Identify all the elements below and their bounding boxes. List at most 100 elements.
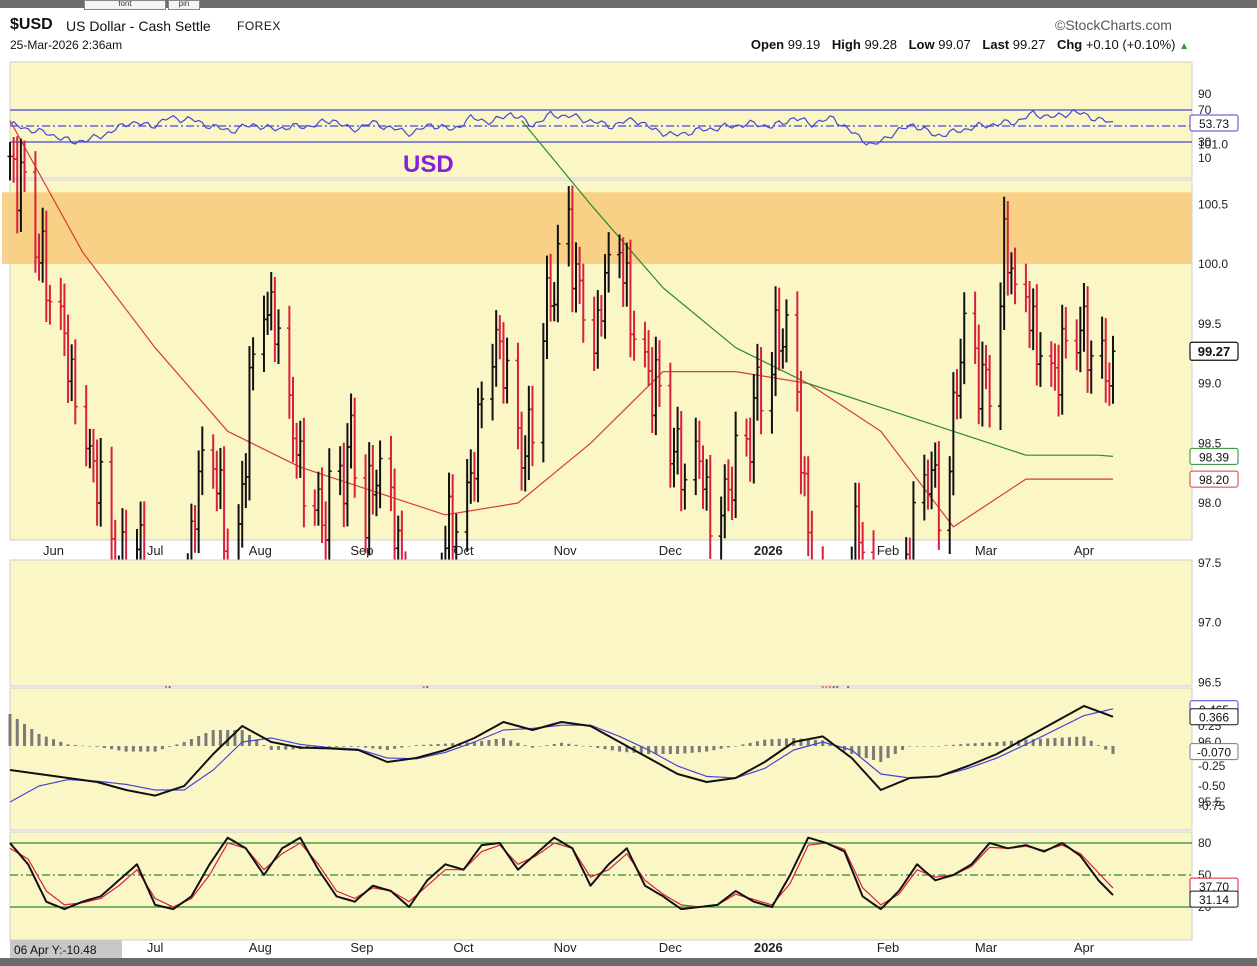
macd-hist-bar	[23, 724, 27, 746]
macd-hist-bar	[472, 742, 476, 746]
macd-hist-bar	[204, 733, 208, 746]
chg-value: +0.10 (+0.10%)	[1085, 37, 1176, 52]
macd-hist-bar	[1089, 740, 1093, 746]
macd-tick--0.25: -0.25	[1198, 759, 1226, 773]
macd-tick--0.75: -0.75	[1198, 799, 1226, 813]
macd-hist-bar	[523, 745, 527, 746]
macd-hist-bar	[777, 738, 781, 746]
macd-hist-bar	[378, 746, 382, 750]
macd-hist-bar	[901, 746, 905, 750]
macd-hist-bar	[73, 745, 77, 746]
tab-pin[interactable]: pin	[168, 0, 200, 10]
macd-hist-bar	[784, 738, 788, 746]
rsi-current-label: 53.73	[1189, 114, 1239, 132]
ma-long-label-text: 98.39	[1199, 450, 1229, 464]
price-month-label-8: Feb	[877, 543, 899, 558]
macd-hist-bar	[530, 746, 534, 748]
rsi-tick-30: 30	[1198, 135, 1212, 149]
rsi-line	[9, 108, 1114, 146]
macd-panel	[9, 687, 1193, 831]
macd-hist-bar	[879, 746, 883, 762]
macd-hist-bar	[81, 745, 85, 747]
high-label: High	[831, 37, 861, 52]
macd-hist-bar	[705, 746, 709, 752]
macd-hist-bar	[117, 746, 121, 751]
source-watermark: ©StockCharts.com	[1055, 17, 1172, 33]
macd-hist-bar	[538, 746, 542, 747]
price-tick-100.5: 100.5	[1198, 197, 1228, 211]
macd-hist-bar	[712, 746, 716, 751]
macd-hist-bar	[284, 746, 288, 750]
macd-hist-bar	[168, 746, 172, 747]
macd-hist-bar	[37, 734, 41, 746]
low-label: Low	[908, 37, 935, 52]
macd-hist-bar	[1031, 739, 1035, 746]
stochastic-panel	[9, 831, 1193, 941]
macd-hist-bar	[668, 746, 672, 754]
macd-hist-bar	[610, 746, 614, 751]
crosshair-readout: 06 Apr Y:-10.48	[10, 940, 122, 960]
rsi-tick-70: 70	[1198, 103, 1212, 117]
macd-hist-bar	[291, 746, 295, 750]
macd-hist-bar	[806, 739, 810, 746]
macd-hist-bar	[1075, 736, 1079, 746]
macd-hist-bar	[770, 739, 774, 746]
macd-hist-bar	[30, 729, 34, 746]
macd-hist-bar	[872, 746, 876, 760]
sto-k-label-box	[1189, 890, 1239, 908]
macd-hist-bar	[857, 746, 861, 756]
macd-hist-bar	[429, 744, 433, 746]
macd-hist-bar	[436, 744, 440, 746]
macd-hist-bar	[124, 746, 128, 752]
macd-hist-bar	[44, 736, 48, 746]
macd-hist-bar	[327, 746, 331, 747]
macd-hist-bar	[980, 742, 984, 746]
macd-hist-bar	[995, 742, 999, 746]
macd-hist-bar	[661, 746, 665, 754]
sto-k-label: 31.14	[1189, 890, 1239, 908]
macd-hist-bar	[908, 746, 912, 747]
macd-hist-bar	[799, 738, 803, 746]
macd-hist-bar	[676, 746, 680, 754]
price-current-label: 99.27	[1189, 341, 1239, 361]
price-month-label-9: Mar	[975, 543, 998, 558]
macd-hist-bar	[110, 746, 114, 750]
macd-hist-bar	[922, 746, 926, 747]
macd-hist-bar	[944, 745, 948, 746]
macd-hist-bar	[828, 743, 832, 746]
sto-k-line	[9, 836, 1114, 911]
macd-hist-bar	[59, 741, 63, 746]
window-bottom-strip	[0, 958, 1257, 966]
macd-hist-bar	[864, 746, 868, 758]
macd-hist-bar	[567, 743, 571, 746]
macd-hist-bar	[494, 739, 498, 746]
macd-hist-bar	[218, 730, 222, 746]
sto-month-label-2: Aug	[249, 940, 272, 955]
macd-hist-bar	[763, 739, 767, 746]
macd-hist-bar	[755, 741, 759, 746]
sto-tick-80: 80	[1198, 836, 1212, 850]
macd-hist-bar	[226, 730, 230, 746]
macd-hist-label: -0.070	[1189, 743, 1239, 761]
up-arrow-icon: ▲	[1179, 41, 1189, 52]
chart-annotation: USD	[403, 151, 454, 178]
macd-hist-bar	[182, 742, 186, 746]
macd-hist-bar	[625, 746, 629, 753]
macd-hist-bar	[233, 730, 237, 746]
macd-hist-bar	[146, 746, 150, 752]
macd-line	[9, 705, 1114, 797]
sto-month-label-5: Nov	[554, 940, 578, 955]
price-tick-97.5: 97.5	[1198, 556, 1222, 570]
price-month-label-10: Apr	[1074, 543, 1095, 558]
ma-short-label-box	[1189, 470, 1239, 488]
tab-font[interactable]: font	[84, 0, 166, 10]
open-value: 99.19	[787, 37, 821, 52]
price-tick-96.5: 96.5	[1198, 675, 1222, 689]
macd-hist-bar	[240, 730, 244, 746]
macd-hist-label-box	[1189, 743, 1239, 761]
macd-hist-bar	[1067, 737, 1071, 746]
macd-hist-bar	[654, 746, 658, 754]
macd-hist-bar	[1046, 738, 1050, 746]
macd-hist-bar	[211, 730, 215, 746]
